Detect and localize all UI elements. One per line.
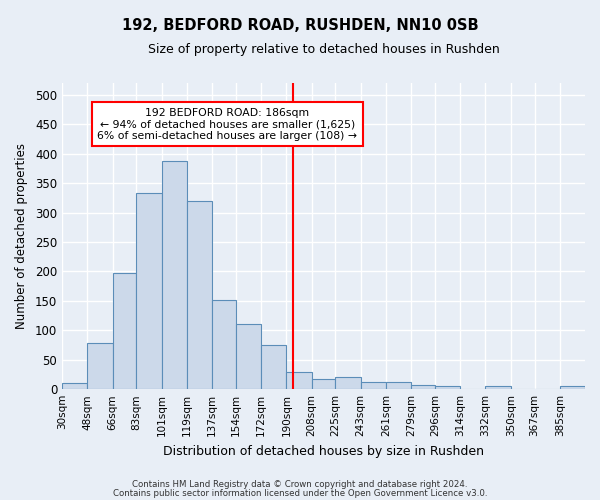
Bar bbox=[485, 386, 511, 389]
Bar bbox=[62, 384, 87, 389]
Text: Contains HM Land Registry data © Crown copyright and database right 2024.: Contains HM Land Registry data © Crown c… bbox=[132, 480, 468, 489]
Bar bbox=[311, 379, 335, 389]
Bar bbox=[187, 201, 212, 389]
Bar bbox=[386, 382, 411, 389]
Bar bbox=[560, 386, 585, 389]
Bar bbox=[411, 385, 435, 389]
Text: 192 BEDFORD ROAD: 186sqm
← 94% of detached houses are smaller (1,625)
6% of semi: 192 BEDFORD ROAD: 186sqm ← 94% of detach… bbox=[97, 108, 358, 141]
Bar bbox=[136, 193, 161, 389]
Text: 192, BEDFORD ROAD, RUSHDEN, NN10 0SB: 192, BEDFORD ROAD, RUSHDEN, NN10 0SB bbox=[122, 18, 478, 32]
Bar bbox=[435, 386, 460, 389]
Bar bbox=[335, 378, 361, 389]
Title: Size of property relative to detached houses in Rushden: Size of property relative to detached ho… bbox=[148, 42, 499, 56]
Text: Contains public sector information licensed under the Open Government Licence v3: Contains public sector information licen… bbox=[113, 488, 487, 498]
Bar bbox=[113, 272, 136, 389]
Bar bbox=[286, 372, 311, 389]
Bar bbox=[87, 344, 113, 389]
Bar bbox=[161, 161, 187, 389]
Bar bbox=[212, 300, 236, 389]
Bar bbox=[261, 345, 286, 389]
Bar bbox=[361, 382, 386, 389]
X-axis label: Distribution of detached houses by size in Rushden: Distribution of detached houses by size … bbox=[163, 444, 484, 458]
Y-axis label: Number of detached properties: Number of detached properties bbox=[15, 143, 28, 329]
Bar bbox=[236, 324, 261, 389]
